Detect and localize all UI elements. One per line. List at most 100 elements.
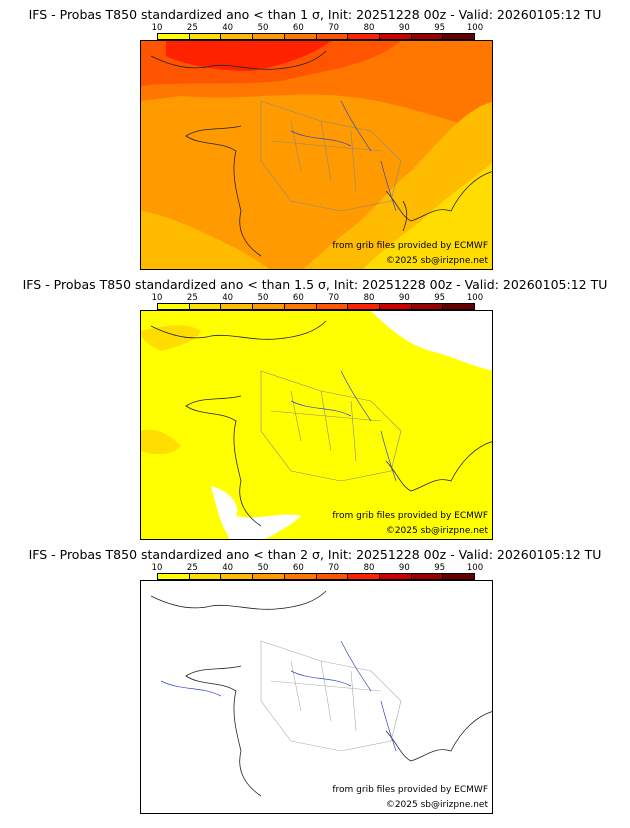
panel-title: IFS - Probas T850 standardized ano < tha… [28, 7, 602, 22]
colorbar-swatch [443, 304, 475, 309]
colorbar-tick-label: 25 [186, 23, 198, 33]
colorbar-swatches [157, 33, 475, 40]
colorbar-tick-label: 80 [363, 23, 375, 33]
colorbar-tick-label: 10 [151, 563, 163, 573]
prob-field-25-40-nw [141, 325, 201, 351]
colorbar-swatch [158, 574, 190, 579]
coastlines [150, 50, 492, 257]
coastlines [150, 320, 492, 527]
panel-3: IFS - Probas T850 standardized ano < tha… [0, 548, 630, 818]
admin-boundaries [260, 100, 402, 212]
colorbar-swatch [316, 574, 349, 579]
colorbar-tick-label: 40 [222, 23, 234, 33]
colorbar-swatch [411, 574, 444, 579]
colorbar-tick-label: 90 [398, 293, 410, 303]
colorbar-tick-label: 50 [257, 23, 269, 33]
colorbar-tick-label: 100 [466, 563, 484, 573]
probability-map-1-5-sigma: from grib files provided by ECMWF ©2025 … [140, 310, 493, 540]
colorbar-swatches [157, 573, 475, 580]
colorbar-ticks: 10 25 40 50 60 70 80 90 95 100 [152, 23, 484, 33]
prob-field-below-10-ne [371, 311, 492, 371]
colorbar-swatch [221, 304, 254, 309]
colorbar-tick-label: 70 [328, 293, 340, 303]
admin-boundaries [260, 370, 402, 482]
colorbar-swatch [189, 34, 222, 39]
colorbar-swatch [158, 304, 190, 309]
map-graphic [141, 311, 492, 539]
colorbar-swatch [253, 34, 285, 39]
colorbar-swatch [443, 34, 475, 39]
colorbar-swatch [443, 574, 475, 579]
colorbar-swatch [379, 574, 412, 579]
colorbar-tick-label: 25 [186, 293, 198, 303]
prob-field-base [141, 581, 492, 813]
colorbar-swatch [284, 304, 317, 309]
rivers [290, 370, 397, 482]
colorbar-swatch [284, 34, 317, 39]
prob-field-40-50-sw [141, 211, 269, 269]
prob-field-25-40 [363, 162, 492, 269]
colorbar-swatch [221, 574, 254, 579]
credit-source: from grib files provided by ECMWF [332, 785, 488, 795]
rivers [290, 100, 397, 212]
colorbar-tick-label: 100 [466, 23, 484, 33]
colorbar-swatch [284, 574, 317, 579]
colorbar-tick-label: 40 [222, 563, 234, 573]
colorbar-tick-label: 50 [257, 293, 269, 303]
credit-copyright: ©2025 sb@irizpne.net [385, 526, 488, 536]
colorbar-swatch [316, 304, 349, 309]
colorbar-swatch [348, 304, 380, 309]
colorbar-tick-label: 95 [434, 293, 446, 303]
colorbar-swatch [253, 574, 285, 579]
colorbar-swatch [411, 34, 444, 39]
colorbar-swatch [348, 34, 380, 39]
colorbar-tick-label: 25 [186, 563, 198, 573]
colorbar-swatch [189, 304, 222, 309]
colorbar-swatch [189, 574, 222, 579]
colorbar-tick-label: 70 [328, 23, 340, 33]
prob-field-25-40-w [141, 429, 181, 455]
colorbar-ticks: 10 25 40 50 60 70 80 90 95 100 [152, 293, 484, 303]
colorbar-swatch [411, 304, 444, 309]
map-graphic [141, 581, 492, 813]
colorbar-tick-label: 90 [398, 23, 410, 33]
probability-map-2-sigma: from grib files provided by ECMWF ©2025 … [140, 580, 493, 814]
colorbar-tick-label: 60 [292, 563, 304, 573]
colorbar-swatch [379, 304, 412, 309]
colorbar-tick-label: 95 [434, 23, 446, 33]
colorbar-swatches [157, 303, 475, 310]
colorbar-tick-label: 95 [434, 563, 446, 573]
colorbar-swatch [379, 34, 412, 39]
colorbar-tick-label: 90 [398, 563, 410, 573]
colorbar-tick-label: 10 [151, 23, 163, 33]
colorbar-tick-label: 60 [292, 293, 304, 303]
credit-source: from grib files provided by ECMWF [332, 241, 488, 251]
panel-title: IFS - Probas T850 standardized ano < tha… [28, 547, 602, 562]
colorbar-tick-label: 80 [363, 563, 375, 573]
colorbar-tick-label: 70 [328, 563, 340, 573]
colorbar-tick-label: 10 [151, 293, 163, 303]
colorbar-swatch [316, 34, 349, 39]
admin-boundaries [260, 640, 402, 752]
prob-field-80-90 [166, 41, 331, 71]
colorbar-tick-label: 100 [466, 293, 484, 303]
map-graphic [141, 41, 492, 269]
colorbar-ticks: 10 25 40 50 60 70 80 90 95 100 [152, 563, 484, 573]
colorbar-swatch [158, 34, 190, 39]
colorbar-tick-label: 40 [222, 293, 234, 303]
colorbar: 10 25 40 50 60 70 80 90 95 100 [152, 23, 484, 46]
colorbar-tick-label: 80 [363, 293, 375, 303]
credit-copyright: ©2025 sb@irizpne.net [385, 256, 488, 266]
colorbar-swatch [348, 574, 380, 579]
prob-field-below-10-ne2 [441, 331, 492, 355]
colorbar: 10 25 40 50 60 70 80 90 95 100 [152, 563, 484, 586]
probability-map-1-sigma: from grib files provided by ECMWF ©2025 … [140, 40, 493, 270]
rivers [160, 640, 397, 752]
colorbar-tick-label: 50 [257, 563, 269, 573]
credit-source: from grib files provided by ECMWF [332, 511, 488, 521]
panel-1: IFS - Probas T850 standardized ano < tha… [0, 8, 630, 278]
colorbar-tick-label: 60 [292, 23, 304, 33]
prob-field-below-10-sw [211, 486, 301, 539]
panel-title: IFS - Probas T850 standardized ano < tha… [22, 277, 608, 292]
colorbar-swatch [221, 34, 254, 39]
